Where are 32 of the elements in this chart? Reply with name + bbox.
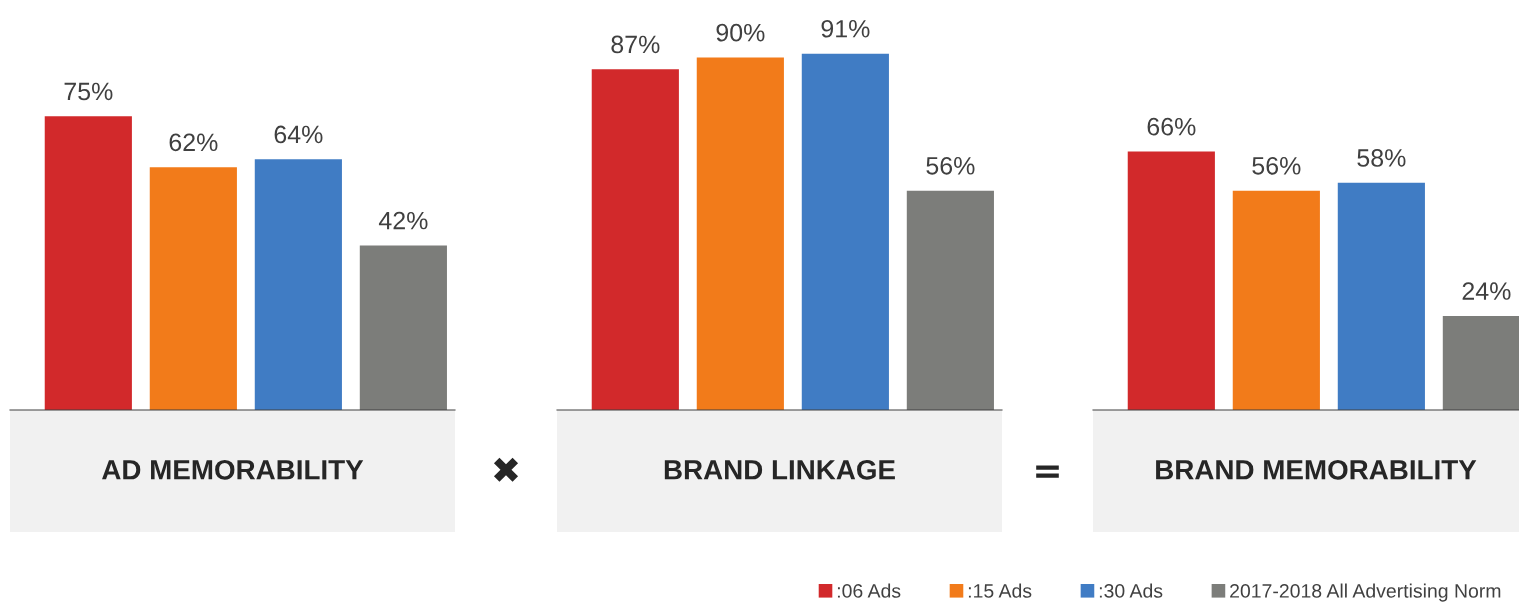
data-label: 66%	[1147, 117, 1196, 136]
legend-label: :06 Ads	[837, 583, 901, 598]
data-label: 24%	[1462, 282, 1511, 300]
data-label: 91%	[821, 19, 870, 38]
legend-label: :15 Ads	[968, 583, 1032, 598]
data-label: 56%	[1252, 156, 1301, 175]
legend-label: 2017-2018 All Advertising Norm	[1230, 583, 1501, 602]
x-axis-title: AD MEMORABILITY	[102, 459, 364, 480]
data-label: 58%	[1357, 149, 1406, 167]
data-label: 90%	[716, 23, 765, 42]
data-label: 56%	[926, 156, 975, 175]
bar	[1337, 182, 1425, 410]
bar	[801, 53, 889, 410]
bar	[149, 167, 237, 410]
bar	[1232, 190, 1320, 410]
legend-label: :30 Ads	[1099, 583, 1163, 598]
data-label: 75%	[64, 82, 113, 101]
data-label: 62%	[169, 133, 218, 152]
bar	[254, 159, 342, 410]
bar	[1127, 151, 1215, 410]
x-axis-title: BRAND MEMORABILITY	[1156, 459, 1477, 480]
bar	[359, 245, 447, 410]
text: ✖	[493, 457, 519, 482]
bar	[906, 190, 994, 410]
data-label: 87%	[611, 35, 660, 54]
bar	[44, 116, 132, 410]
bar	[696, 57, 784, 410]
data-label: 42%	[378, 211, 428, 230]
data-label: 64%	[274, 125, 323, 144]
x-axis-title: BRAND LINKAGE	[664, 459, 895, 480]
text: =	[1036, 465, 1059, 478]
bar	[591, 69, 679, 410]
